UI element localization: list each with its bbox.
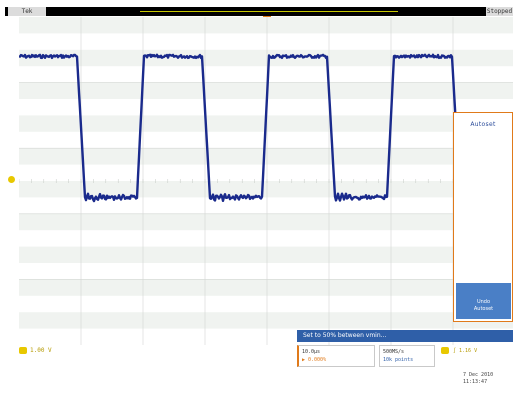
graticule-band [19,312,513,329]
autoset-label: Autoset [473,305,494,312]
horizontal-position: ▶ 0.000% [302,357,327,363]
sample-rate: 500MS/s [383,349,405,355]
date-time-stamp: 7 Dec 2010 11:13:47 [463,372,513,386]
channel1-badge-icon [19,347,27,354]
date-value: 7 Dec 2010 [463,372,494,378]
channel1-scale-readout[interactable]: 1.00 V [19,346,67,355]
timebase-readout[interactable]: 10.0µs ▶ 0.000% [297,345,375,367]
autoset-side-menu: Autoset Undo Autoset [453,112,513,322]
undo-label: Undo [476,298,491,305]
record-view-bar [140,11,398,12]
graticule-band [19,246,513,263]
autoset-menu-title: Autoset [470,121,496,128]
graticule-band [19,181,513,198]
run-state-label: Tek [8,7,46,16]
graticule-band [19,213,513,231]
graticule-band [19,17,513,34]
undo-autoset-button[interactable]: Undo Autoset [456,283,511,319]
time-value: 11:13:47 [463,379,488,385]
waveform-display [19,17,513,345]
graticule-band [19,279,513,296]
channel1-trace [19,53,458,203]
trigger-readout[interactable]: ∫ 1.16 V [438,345,513,367]
trigger-level: 1.16 V [459,348,478,354]
sample-rate-readout[interactable]: 500MS/s 10k points [379,345,435,367]
channel1-scale-value: 1.00 V [30,347,52,354]
trigger-source-icon [441,347,449,354]
channel1-ground-icon[interactable] [7,175,16,184]
record-length: 10k points [383,357,414,363]
waveform-graticule[interactable] [19,17,513,345]
bottom-readout-strip [19,345,513,355]
horizontal-scale: 10.0µs [302,349,321,355]
graticule-band [19,148,513,165]
acquisition-state-label: Stopped [486,7,513,16]
trigger-slope: ∫ [453,348,457,354]
status-message-banner: Set to 50% between vmin... [297,330,513,342]
